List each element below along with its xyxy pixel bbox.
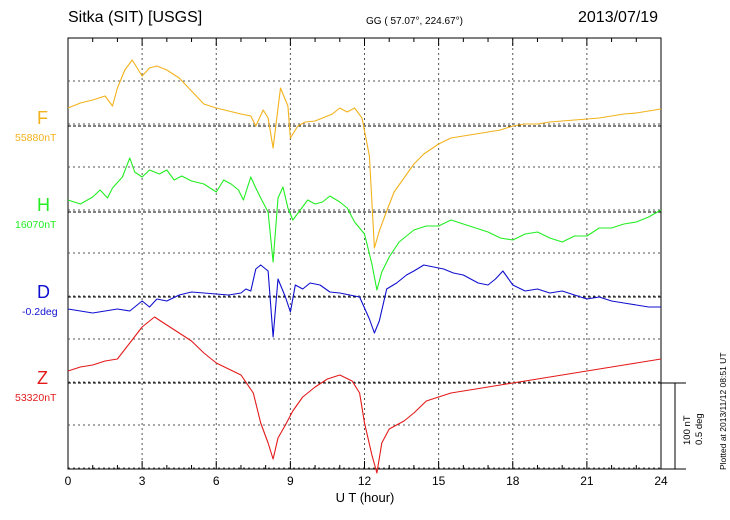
scale-label: 100 nT 0.5 deg [680, 403, 708, 445]
component-f-baseline: 55880nT [15, 132, 57, 144]
x-tick-label: 15 [432, 474, 446, 488]
x-tick-label: 12 [358, 474, 372, 488]
date-label: 2013/07/19 [578, 9, 659, 26]
component-h-label: H [37, 195, 50, 215]
station-title: Sitka (SIT) [USGS] [68, 9, 203, 26]
coordinates-label: GG ( 57.07°, 224.67°) [366, 16, 463, 27]
x-tick-label: 18 [506, 474, 520, 488]
scale-nt-label: 100 nT [682, 415, 693, 445]
x-axis-label: U T (hour) [336, 490, 395, 505]
x-tick-label: 3 [139, 474, 146, 488]
plotted-timestamp-box: Plotted at 2013/11/12 08:51 UT [718, 330, 730, 470]
component-d-baseline: -0.2deg [22, 306, 58, 318]
plotted-timestamp: Plotted at 2013/11/12 08:51 UT [718, 352, 728, 470]
scale-bar [661, 382, 686, 470]
x-tick-label: 9 [287, 474, 294, 488]
baseline-lines [68, 125, 661, 384]
component-z-baseline: 53320nT [15, 392, 57, 404]
component-z-label: Z [37, 368, 48, 388]
series-line-z [67, 316, 662, 474]
grid-lines [68, 38, 661, 469]
series-line-h [67, 157, 662, 291]
series-group [67, 59, 662, 474]
series-line-d [67, 264, 661, 338]
x-tick-label: 6 [213, 474, 220, 488]
component-f-label: F [37, 108, 48, 128]
component-h-baseline: 16070nT [15, 219, 57, 231]
component-d-label: D [37, 282, 50, 302]
x-tick-label: 24 [654, 474, 668, 488]
scale-deg-label: 0.5 deg [694, 413, 705, 445]
x-axis-ticks: 0 3 6 9 12 15 18 21 24 [65, 38, 668, 488]
x-tick-label: 0 [65, 474, 72, 488]
x-tick-label: 21 [580, 474, 594, 488]
series-line-f [67, 59, 662, 249]
